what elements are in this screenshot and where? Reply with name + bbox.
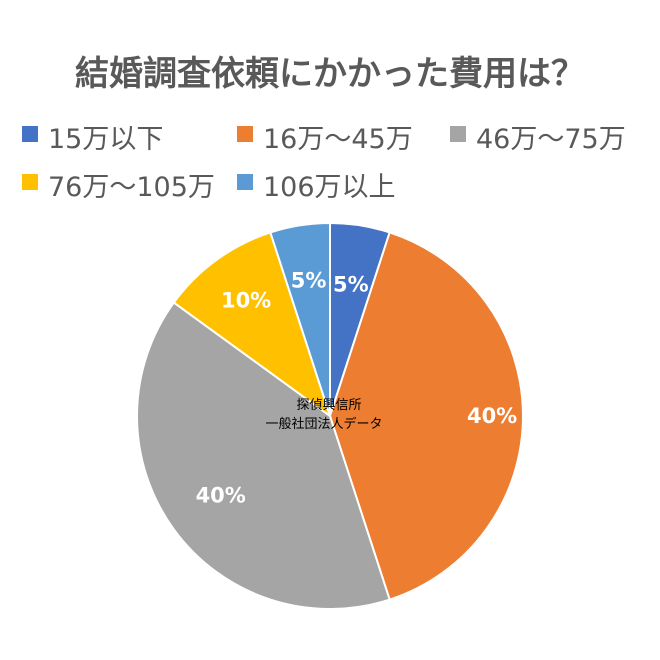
slice-percent-label: 5%	[333, 273, 369, 297]
legend-item: 15万以下	[22, 124, 163, 155]
pie-slice	[136, 301, 391, 610]
pie-slices	[136, 221, 524, 610]
legend-label: 46万〜75万	[476, 124, 626, 155]
chart-title: 結婚調査依頼にかかった費用は？	[75, 54, 585, 94]
pie-slice	[269, 221, 331, 417]
legend-label: 76万〜105万	[48, 172, 215, 203]
legend-label: 15万以下	[48, 124, 163, 155]
pie-slice	[172, 231, 332, 419]
slice-percent-label: 10%	[221, 289, 271, 313]
slice-percent-label: 40%	[467, 404, 517, 428]
slice-percent-label: 5%	[291, 269, 327, 293]
legend-item: 16万〜45万	[237, 124, 413, 155]
legend-swatch	[22, 126, 38, 142]
legend: 15万以下 16万〜45万 46万〜75万 76万〜105万 106万以上	[22, 124, 626, 203]
slice-percent-label: 40%	[196, 483, 246, 507]
legend-item: 106万以上	[237, 172, 396, 203]
legend-item: 76万〜105万	[22, 172, 215, 203]
legend-label: 106万以上	[263, 172, 396, 203]
slice-labels: 5% 40% 40% 10% 5%	[196, 269, 518, 508]
legend-swatch	[237, 174, 253, 190]
legend-swatch	[22, 174, 38, 190]
pie-slice	[328, 231, 524, 601]
legend-label: 16万〜45万	[263, 124, 413, 155]
legend-swatch	[450, 126, 466, 142]
annotation-line-2: 一般社団法人データ	[265, 416, 382, 432]
legend-item: 46万〜75万	[450, 124, 626, 155]
annotation-line-1: 探偵興信所	[296, 398, 361, 413]
legend-swatch	[237, 126, 253, 142]
